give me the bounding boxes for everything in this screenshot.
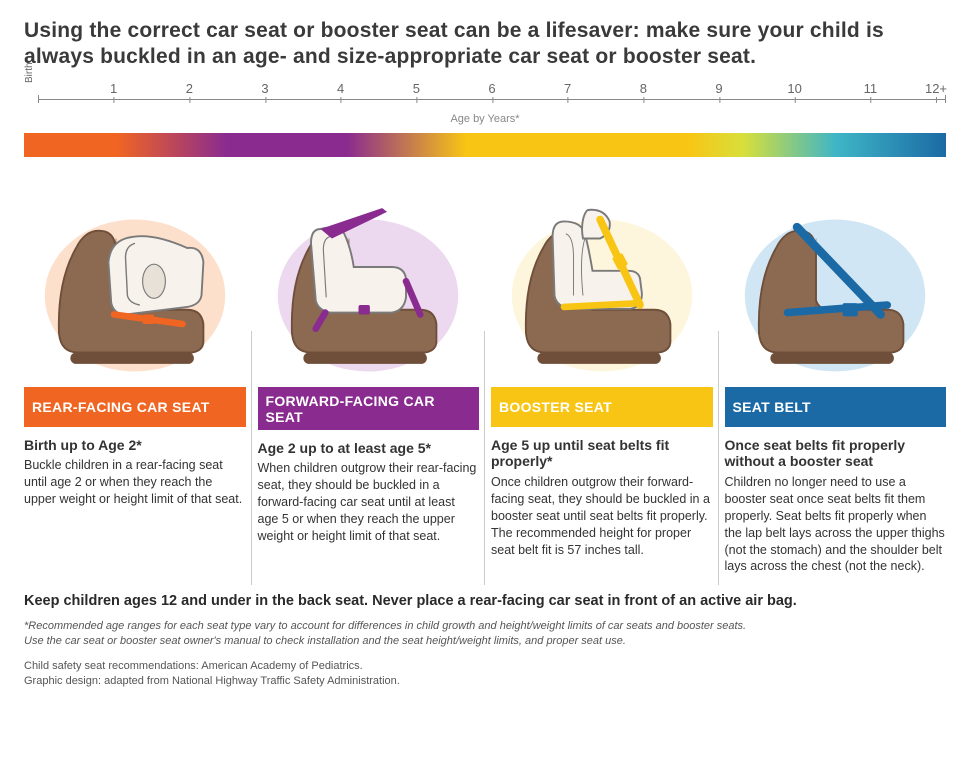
stage-age-range: Birth up to Age 2*: [24, 437, 246, 454]
stage-rear: REAR-FACING CAR SEAT Birth up to Age 2* Bu…: [24, 181, 246, 576]
axis-tick: 5: [413, 81, 420, 96]
footnote: *Recommended age ranges for each seat ty…: [24, 619, 946, 649]
stage-belt: SEAT BELT Once seat belts fit properly wi…: [725, 181, 947, 576]
axis-tick: 9: [715, 81, 722, 96]
axis-caption: Age by Years*: [24, 113, 946, 125]
stages-row: REAR-FACING CAR SEAT Birth up to Age 2* Bu…: [24, 181, 946, 576]
axis-tick: 4: [337, 81, 344, 96]
stage-label-bar: REAR-FACING CAR SEAT: [24, 387, 246, 427]
axis-tick: 12+: [925, 81, 947, 96]
footnote-line: *Recommended age ranges for each seat ty…: [24, 619, 946, 634]
stage-description: Once children outgrow their forward-faci…: [491, 474, 713, 558]
axis-tick: 2: [186, 81, 193, 96]
seat-illustration-rear: [24, 181, 246, 381]
credit-line: Graphic design: adapted from National Hi…: [24, 674, 946, 689]
headline: Using the correct car seat or booster se…: [24, 18, 946, 71]
axis-tick: 7: [564, 81, 571, 96]
axis-tick: 6: [488, 81, 495, 96]
stage-booster: BOOSTER SEAT Age 5 up until seat belts fi…: [491, 181, 713, 576]
axis-tick: 1: [110, 81, 117, 96]
credits: Child safety seat recommendations: Ameri…: [24, 659, 946, 689]
stage-forward: FORWARD-FACING CAR SEAT Age 2 up to at le…: [258, 181, 480, 576]
axis-tick: 10: [787, 81, 801, 96]
warning-text: Keep children ages 12 and under in the b…: [24, 593, 946, 609]
stage-age-range: Once seat belts fit properly without a b…: [725, 437, 947, 471]
credit-line: Child safety seat recommendations: Ameri…: [24, 659, 946, 674]
seat-illustration-belt: [725, 181, 947, 381]
axis-tick: 3: [261, 81, 268, 96]
footnote-line: Use the car seat or booster seat owner's…: [24, 634, 946, 649]
seat-illustration-forward: [258, 181, 480, 381]
axis-tick: 8: [640, 81, 647, 96]
stage-age-range: Age 5 up until seat belts fit properly*: [491, 437, 713, 471]
stage-description: Buckle children in a rear-facing seat un…: [24, 457, 246, 508]
stage-label-bar: FORWARD-FACING CAR SEAT: [258, 387, 480, 430]
age-axis: Birth 123456789101112+: [38, 81, 946, 107]
age-gradient-bar: [24, 133, 946, 157]
stage-description: Children no longer need to use a booster…: [725, 474, 947, 575]
axis-tick: 11: [864, 81, 878, 96]
stage-description: When children outgrow their rear-facing …: [258, 460, 480, 544]
birth-label: Birth: [24, 62, 35, 83]
stage-label-bar: BOOSTER SEAT: [491, 387, 713, 427]
seat-illustration-booster: [491, 181, 713, 381]
stage-age-range: Age 2 up to at least age 5*: [258, 440, 480, 457]
stage-label-bar: SEAT BELT: [725, 387, 947, 427]
